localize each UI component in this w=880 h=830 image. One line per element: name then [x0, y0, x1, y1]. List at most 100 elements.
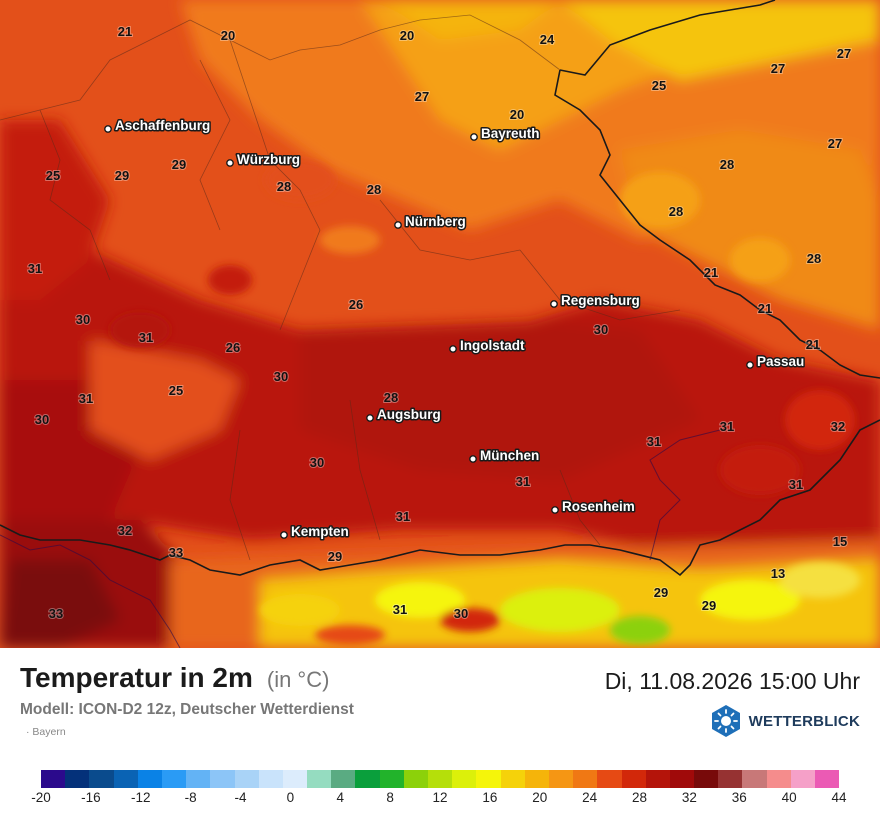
temperature-value: 13: [771, 566, 785, 581]
city-label: Augsburg: [377, 407, 441, 422]
city-münchen: München: [469, 447, 541, 465]
temperature-value: 20: [510, 107, 524, 122]
temperature-value: 28: [720, 157, 734, 172]
map-canvas: 21 20 20 24 27 25 27 27 20 27 25 29 29 28 28 28 28 31 21 28…: [0, 0, 880, 648]
legend-tick: 32: [681, 790, 697, 805]
temperature-value: 31: [647, 434, 661, 449]
city-label: Nürnberg: [405, 214, 466, 229]
legend-tick: 16: [482, 790, 498, 805]
legend-tick: 4: [336, 790, 345, 805]
unit-label: (in °C): [266, 667, 330, 692]
legend-swatch: [65, 770, 90, 788]
temperature-value: 29: [702, 598, 716, 613]
temperature-value: 31: [516, 474, 530, 489]
temperature-value: 27: [771, 61, 785, 76]
legend-tick: 0: [286, 790, 295, 805]
city-regensburg: Regensburg: [550, 292, 641, 310]
forecast-datetime: Di, 11.08.2026 15:00 Uhr: [604, 668, 860, 694]
legend-swatch: [524, 770, 549, 788]
legend-swatch: [669, 770, 695, 788]
map-footer: Temperatur in 2m (in °C) Di, 11.08.2026 …: [0, 648, 880, 830]
legend-swatch: [621, 770, 646, 788]
sun-logo-icon: [711, 705, 740, 737]
legend-tick: -8: [184, 790, 197, 805]
temperature-value: 31: [789, 477, 803, 492]
temperature-value: 21: [806, 337, 820, 352]
city-augsburg: Augsburg: [366, 406, 442, 424]
legend-tick: -12: [130, 790, 151, 805]
city-kempten: Kempten: [280, 523, 350, 541]
legend-swatch: [452, 770, 477, 788]
temperature-value: 25: [652, 78, 666, 93]
title-row: Temperatur in 2m (in °C): [20, 662, 329, 694]
temperature-value: 29: [115, 168, 129, 183]
temperature-value: 21: [758, 301, 772, 316]
temperature-value: 21: [704, 265, 718, 280]
temperature-value: 29: [172, 157, 186, 172]
legend-swatch: [694, 770, 719, 788]
temperature-value: 21: [118, 24, 132, 39]
temperature-value: 31: [139, 330, 153, 345]
city-dot: [449, 345, 457, 353]
temperature-value: 20: [400, 28, 414, 43]
city-würzburg: Würzburg: [226, 151, 302, 169]
city-label: Rosenheim: [562, 499, 635, 514]
city-dot: [104, 125, 112, 133]
city-label: Kempten: [291, 524, 349, 539]
city-dot: [470, 133, 478, 141]
legend-swatch: [645, 770, 670, 788]
legend-tick: 24: [582, 790, 598, 805]
city-label: Ingolstadt: [460, 338, 525, 353]
temperature-value: 30: [594, 322, 608, 337]
map-title: Temperatur in 2m: [20, 662, 253, 693]
legend-swatch: [718, 770, 743, 788]
country-border: [0, 0, 880, 577]
legend-tick: 28: [631, 790, 648, 805]
legend-swatch: [137, 770, 162, 788]
temperature-value: 20: [221, 28, 235, 43]
temperature-values: 21 20 20 24 27 25 27 27 20 27 25 29 29 28 28 28 28 31 21 28…: [27, 23, 852, 622]
city-passau: Passau: [746, 353, 806, 371]
temperature-value: 24: [540, 32, 555, 47]
temperature-value: 28: [669, 204, 683, 219]
legend-swatch: [89, 770, 114, 788]
temperature-value: 25: [169, 383, 183, 398]
temperature-value: 30: [454, 606, 468, 621]
temperature-value: 28: [384, 390, 398, 405]
city-dot: [551, 506, 559, 514]
temperature-value: 27: [837, 46, 851, 61]
temperature-value: 28: [277, 179, 291, 194]
temperature-value: 32: [831, 419, 845, 434]
temperature-value: 31: [393, 602, 407, 617]
temperature-value: 28: [367, 182, 381, 197]
temperature-value: 27: [415, 89, 429, 104]
legend-swatch: [548, 770, 574, 788]
city-dot: [550, 300, 558, 308]
legend-tick: 8: [386, 790, 394, 805]
legend-swatch: [41, 770, 66, 788]
legend-swatch: [307, 770, 332, 788]
temperature-value: 31: [79, 391, 93, 406]
legend-tick: 12: [432, 790, 448, 805]
city-label: Regensburg: [561, 293, 640, 308]
legend-swatch: [379, 770, 404, 788]
legend-swatch: [742, 770, 767, 788]
city-dot: [746, 361, 754, 369]
city-ingolstadt: Ingolstadt: [449, 337, 526, 355]
legend-swatch: [597, 770, 622, 788]
city-nürnberg: Nürnberg: [394, 213, 467, 231]
temperature-value: 26: [226, 340, 240, 355]
temperature-value: 32: [118, 523, 132, 538]
legend-tick: 40: [781, 790, 797, 805]
legend-swatch: [355, 770, 380, 788]
temperature-value: 29: [328, 549, 342, 564]
legend-swatch: [210, 770, 235, 788]
color-legend: [41, 770, 840, 788]
legend-swatch: [331, 770, 356, 788]
region-label: · Bayern: [26, 726, 66, 738]
legend-swatch: [186, 770, 211, 788]
legend-tick: -4: [234, 790, 247, 805]
temperature-map: 21 20 20 24 27 25 27 27 20 27 25 29 29 28 28 28 28 31 21 28…: [0, 0, 880, 648]
legend-tick: 20: [532, 790, 548, 805]
legend-tick: 44: [831, 790, 847, 805]
